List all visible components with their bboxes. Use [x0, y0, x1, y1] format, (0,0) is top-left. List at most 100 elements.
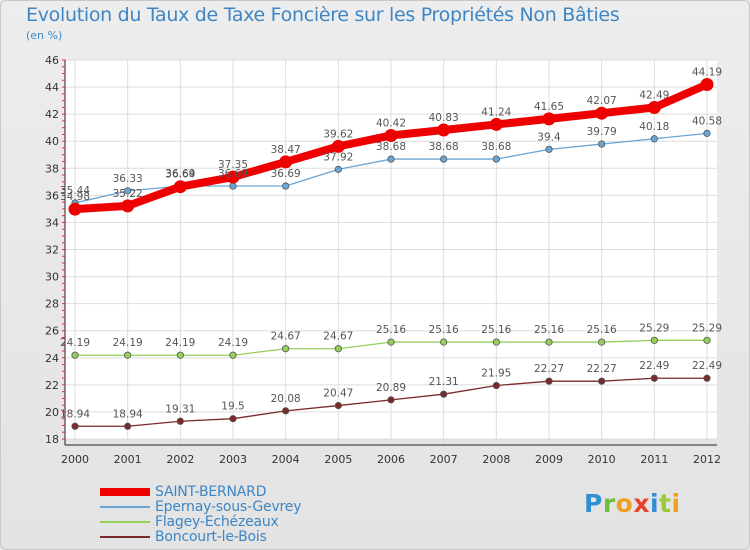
y-tick-label: 32	[45, 244, 59, 257]
data-label-2: 25.16	[429, 324, 459, 336]
data-label-2: 24.19	[218, 337, 248, 349]
data-point-1	[545, 145, 553, 153]
x-tick-label: 2010	[588, 453, 616, 466]
data-label-3: 18.94	[113, 408, 143, 420]
data-point-3	[440, 390, 448, 398]
data-point-3	[650, 374, 658, 382]
data-point-2	[71, 351, 79, 359]
data-label-2: 25.29	[692, 322, 722, 334]
data-label-0: 38.47	[271, 144, 301, 156]
data-label-1: 38.68	[429, 141, 459, 153]
data-label-0: 44.19	[692, 66, 722, 78]
data-point-2	[124, 351, 132, 359]
data-label-3: 20.08	[271, 393, 301, 405]
legend-swatch	[100, 521, 150, 523]
data-label-2: 25.16	[376, 324, 406, 336]
data-label-3: 19.5	[221, 401, 244, 413]
data-point-0	[384, 129, 398, 143]
legend-label: Boncourt-le-Bois	[155, 529, 267, 545]
data-point-1	[334, 165, 342, 173]
data-label-1: 36.69	[218, 168, 248, 180]
data-label-0: 36.64	[165, 169, 195, 181]
chart-series	[68, 77, 714, 430]
data-point-3	[387, 396, 395, 404]
x-tick-label: 2012	[693, 453, 721, 466]
y-tick-label: 20	[45, 406, 59, 419]
data-point-2	[387, 338, 395, 346]
data-point-2	[176, 351, 184, 359]
data-label-2: 25.16	[481, 324, 511, 336]
data-point-0	[647, 101, 661, 115]
x-tick-label: 2007	[430, 453, 458, 466]
data-label-3: 20.47	[323, 388, 353, 400]
data-label-2: 25.16	[587, 324, 617, 336]
data-label-2: 25.16	[534, 324, 564, 336]
data-label-2: 24.19	[113, 337, 143, 349]
data-point-1	[440, 155, 448, 163]
data-point-2	[440, 338, 448, 346]
x-tick-label: 2001	[114, 453, 142, 466]
data-label-2: 25.29	[639, 322, 669, 334]
y-tick-label: 42	[45, 108, 59, 121]
data-point-2	[703, 336, 711, 344]
data-point-2	[334, 345, 342, 353]
data-point-0	[542, 112, 556, 126]
data-point-1	[282, 182, 290, 190]
data-point-2	[598, 338, 606, 346]
data-label-2: 24.19	[165, 337, 195, 349]
x-tick-label: 2002	[166, 453, 194, 466]
data-point-3	[334, 401, 342, 410]
data-label-0: 34.98	[60, 191, 90, 203]
data-point-3	[124, 422, 132, 430]
data-point-3	[176, 417, 184, 425]
data-point-1	[650, 135, 658, 143]
data-label-3: 22.49	[639, 360, 669, 372]
y-tick-label: 36	[45, 189, 59, 202]
data-label-1: 40.58	[692, 115, 722, 127]
data-label-1: 39.79	[587, 126, 617, 138]
y-tick-label: 22	[45, 379, 59, 392]
x-tick-label: 2006	[377, 453, 405, 466]
y-tick-label: 30	[45, 271, 59, 284]
page-title: Evolution du Taux de Taxe Foncière sur l…	[26, 4, 620, 26]
data-point-2	[650, 336, 658, 344]
data-point-0	[331, 139, 345, 153]
y-tick-label: 24	[45, 352, 59, 365]
data-point-1	[387, 155, 395, 163]
data-point-3	[703, 374, 711, 382]
chart-legend: SAINT-BERNARD Epernay-sous-Gevrey Flagey-E…	[100, 484, 360, 545]
data-point-3	[229, 415, 237, 423]
data-point-3	[282, 407, 290, 415]
data-label-3: 20.89	[376, 382, 406, 394]
data-point-1	[124, 187, 132, 195]
data-point-0	[68, 202, 82, 216]
data-point-0	[595, 106, 609, 120]
data-point-2	[229, 351, 237, 359]
data-label-0: 40.42	[376, 118, 406, 130]
legend-item: SAINT-BERNARD	[100, 484, 360, 500]
data-point-2	[492, 338, 500, 346]
legend-swatch	[100, 488, 150, 496]
x-tick-label: 2000	[61, 453, 89, 466]
data-label-3: 22.27	[587, 363, 617, 375]
data-label-0: 40.83	[429, 112, 459, 124]
data-point-3	[598, 377, 606, 385]
x-tick-label: 2008	[482, 453, 510, 466]
legend-label: Epernay-sous-Gevrey	[155, 499, 302, 515]
legend-swatch	[100, 506, 150, 508]
chart-data-labels: 18.94 18.94 19.31 19.5 20.08 20.47 20.89 21.31 2…	[60, 66, 722, 420]
data-label-1: 35.44	[60, 185, 90, 197]
data-label-3: 21.31	[429, 376, 459, 388]
y-tick-label: 26	[45, 325, 59, 338]
y-tick-label: 44	[45, 81, 59, 94]
x-tick-label: 2005	[324, 453, 352, 466]
legend-item: Flagey-Echézeaux	[100, 514, 360, 530]
data-point-1	[229, 182, 237, 190]
data-point-0	[437, 123, 451, 137]
data-point-0	[173, 180, 187, 194]
legend-label: SAINT-BERNARD	[155, 484, 267, 500]
data-point-3	[545, 377, 553, 385]
proxiti-logo: Proxiti	[584, 489, 681, 518]
data-label-1: 37.92	[323, 151, 353, 163]
